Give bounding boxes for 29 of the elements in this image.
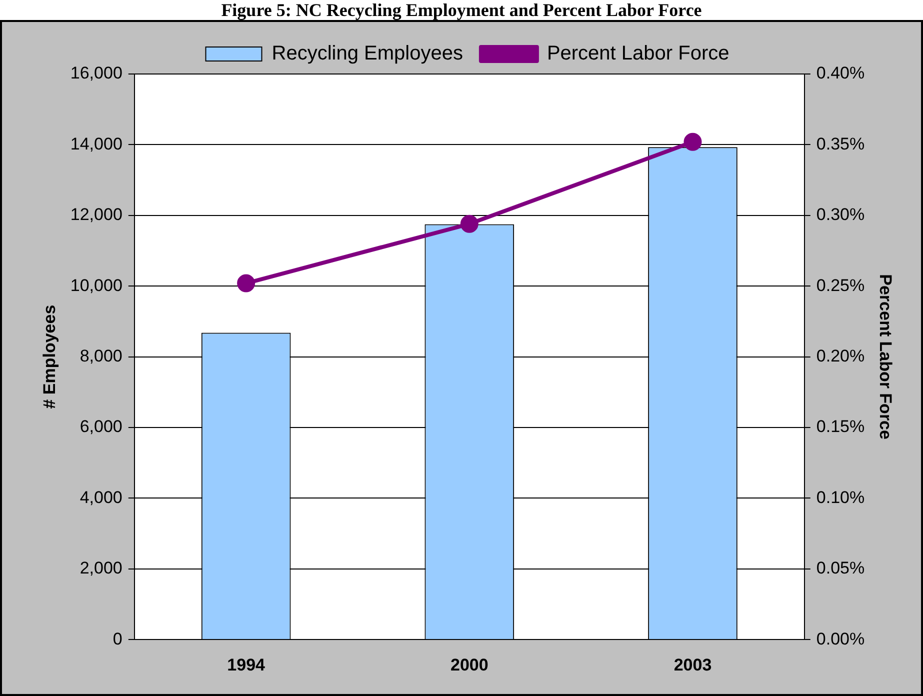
y-tick-label: 14,000 (70, 134, 122, 154)
y2-tick-label: 0.35% (816, 134, 865, 154)
chart-title: Figure 5: NC Recycling Employment and Percent Labor Force (220, 0, 703, 20)
y2-tick-label: 0.20% (816, 346, 865, 366)
y-tick-label: 2,000 (80, 558, 122, 578)
y-tick-label: 10,000 (70, 276, 122, 295)
point (684, 132, 702, 151)
y-tick-label: 6,000 (80, 417, 122, 436)
legend-label: Percent Labor Force (546, 42, 730, 65)
y2-axis-title: Percent Labor Force (876, 274, 896, 440)
legend-label: Recycling Employees (272, 42, 463, 65)
y-tick-label: 0 (112, 629, 122, 648)
y2-tick-label: 0.15% (816, 417, 865, 436)
y2-tick-label: 0.10% (816, 488, 865, 507)
point (460, 214, 478, 233)
y-tick-label: 8,000 (80, 346, 122, 366)
y2-tick-label: 0.25% (816, 276, 865, 295)
y2-tick-label: 0.40% (816, 64, 865, 83)
y2-tick-label: 0.30% (816, 205, 865, 224)
y-axis-title: # Employees (40, 304, 59, 409)
x-tick-label: 1994 (227, 655, 266, 674)
y2-tick-label: 0.05% (816, 558, 865, 578)
y-tick-label: 4,000 (80, 488, 122, 507)
y2-tick-label: 0.00% (816, 629, 865, 648)
y-tick-label: 12,000 (70, 205, 122, 224)
y-tick-label: 16,000 (70, 64, 122, 83)
point (237, 274, 256, 292)
x-tick-label: 2003 (674, 655, 712, 674)
x-tick-label: 2000 (450, 655, 488, 674)
